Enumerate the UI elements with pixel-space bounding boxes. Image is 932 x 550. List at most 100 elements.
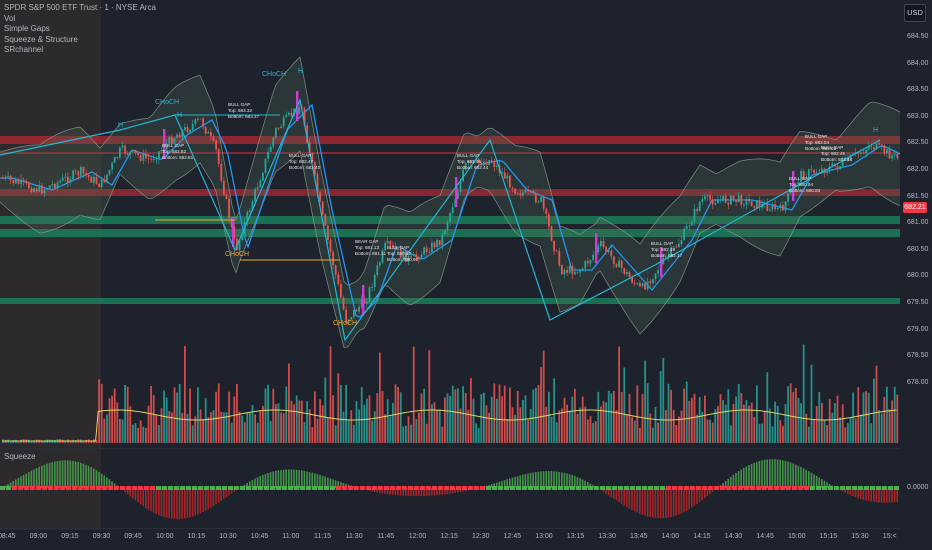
- candle-body: [467, 161, 470, 164]
- volume-bar: [514, 414, 516, 443]
- volume-bar: [288, 363, 290, 443]
- candle-body: [17, 179, 20, 184]
- squeeze-bar: [524, 474, 527, 488]
- candle-body: [883, 146, 886, 154]
- pane-divider[interactable]: [0, 448, 900, 449]
- candle-body: [15, 179, 17, 184]
- squeeze-bar: [379, 488, 381, 493]
- candle-body: [98, 183, 100, 188]
- volume-bar: [506, 419, 509, 443]
- squeeze-bar: [623, 488, 625, 506]
- volume-bar: [223, 412, 225, 443]
- squeeze-dot: [246, 486, 251, 490]
- squeeze-bar: [581, 479, 584, 488]
- candle-body: [480, 162, 483, 166]
- candle-body: [719, 199, 722, 201]
- indicator-squeeze-structure[interactable]: Squeeze & Structure: [4, 34, 78, 44]
- squeeze-dot: [696, 486, 701, 490]
- volume-bar: [691, 397, 693, 443]
- volume-bar: [841, 404, 844, 443]
- volume-bar: [493, 383, 496, 443]
- volume-bar: [301, 400, 303, 443]
- volume-bar: [891, 400, 893, 443]
- candle-body: [431, 242, 433, 253]
- squeeze-bar: [704, 488, 706, 499]
- indicator-simple-gaps[interactable]: Simple Gaps: [4, 24, 50, 33]
- volume-bar: [459, 408, 462, 443]
- squeeze-pane-label[interactable]: Squeeze: [4, 452, 36, 461]
- volume-bar: [558, 410, 561, 443]
- squeeze-bar: [90, 467, 92, 488]
- candle-body: [308, 142, 311, 154]
- volume-bar: [662, 357, 665, 443]
- squeeze-bar: [412, 488, 415, 497]
- squeeze-bar: [818, 477, 820, 488]
- squeeze-dot: [300, 486, 305, 490]
- candle-body: [878, 143, 880, 145]
- candle-body: [280, 126, 282, 129]
- candle-body: [470, 161, 472, 163]
- squeeze-dot: [498, 486, 503, 490]
- volume-bar: [17, 440, 20, 443]
- squeeze-dot: [330, 486, 335, 490]
- volume-bar: [113, 388, 116, 443]
- candle-body: [402, 250, 405, 258]
- squeeze-bar: [259, 476, 261, 488]
- currency-button[interactable]: USD: [904, 4, 926, 22]
- squeeze-bar: [267, 472, 269, 488]
- volume-bar: [337, 373, 340, 443]
- squeeze-bar: [402, 488, 404, 496]
- volume-bar: [649, 413, 652, 443]
- volume-bar: [828, 398, 831, 443]
- highlight-candle: [163, 129, 166, 159]
- squeeze-bar: [662, 488, 664, 519]
- squeeze-bar: [568, 474, 571, 488]
- squeeze-dot: [822, 486, 827, 490]
- squeeze-bar: [844, 488, 846, 493]
- candle-body: [758, 200, 761, 208]
- indicator-srchannel[interactable]: SRchannel: [4, 45, 44, 54]
- candle-body: [282, 117, 285, 127]
- squeeze-dot: [48, 486, 53, 490]
- volume-bar: [587, 419, 589, 443]
- squeeze-bar: [54, 461, 56, 488]
- squeeze-bar: [893, 488, 896, 503]
- candle-body: [269, 146, 272, 152]
- squeeze-bar: [306, 471, 308, 488]
- candle-body: [680, 240, 683, 244]
- candle-body: [561, 265, 563, 275]
- squeeze-bar: [342, 482, 345, 488]
- squeeze-bar: [737, 471, 740, 488]
- squeeze-dot: [228, 486, 233, 490]
- candle-body: [217, 149, 220, 164]
- squeeze-bar: [124, 488, 126, 493]
- squeeze-bar: [490, 484, 493, 488]
- candle-body: [672, 246, 675, 248]
- volume-bar: [264, 388, 267, 443]
- indicator-vol[interactable]: Vol: [4, 13, 16, 23]
- price-axis-label: 684.00: [907, 59, 929, 67]
- squeeze-dot: [12, 486, 17, 490]
- squeeze-bar: [381, 488, 384, 494]
- squeeze-dot: [354, 486, 359, 490]
- chart-title[interactable]: SPDR S&P 500 ETF Trust · 1 · NYSE Arca: [4, 3, 156, 12]
- volume-bar: [90, 440, 93, 443]
- squeeze-bar: [106, 477, 108, 488]
- volume-bar: [485, 405, 488, 443]
- volume-bar: [433, 402, 436, 443]
- squeeze-bar: [425, 488, 428, 496]
- squeeze-bar: [449, 488, 451, 494]
- candle-body: [33, 188, 35, 193]
- candle-body: [496, 165, 498, 167]
- volume-bar: [384, 414, 386, 443]
- squeeze-bar: [665, 488, 667, 518]
- squeeze-dot: [834, 486, 839, 490]
- candle-body: [46, 188, 48, 190]
- volume-bar: [197, 387, 199, 443]
- volume-bar: [766, 372, 769, 443]
- volume-bar: [243, 422, 246, 443]
- squeeze-bar: [891, 488, 893, 503]
- candle-body: [132, 149, 134, 152]
